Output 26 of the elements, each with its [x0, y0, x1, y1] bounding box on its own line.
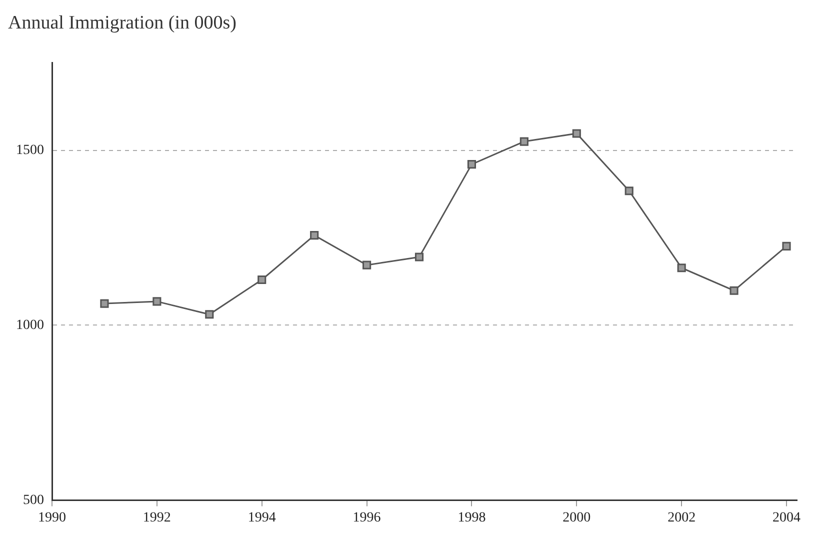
x-tick-label: 1992	[142, 510, 171, 526]
x-tick-label: 2004	[772, 510, 801, 526]
point	[414, 252, 424, 262]
point	[782, 242, 791, 250]
y-tick-label: 1500	[16, 142, 44, 158]
x-tick-label: 1994	[248, 510, 276, 526]
x-tick-label: 1998	[458, 510, 486, 526]
point	[520, 137, 528, 146]
point	[572, 129, 581, 138]
y-tick-label: 1000	[16, 318, 44, 333]
y-tick-label: 500	[23, 492, 44, 508]
point	[310, 231, 319, 240]
point	[258, 275, 266, 284]
x-tick-label: 2000	[562, 510, 591, 526]
chart-title: Annual Immigration (in 000s)	[8, 12, 236, 34]
x-tick-label: 1990	[38, 510, 66, 526]
point	[205, 310, 214, 319]
point	[100, 299, 109, 308]
point	[624, 186, 634, 196]
point	[730, 286, 738, 295]
x-tick-label: 1996	[352, 510, 381, 526]
point	[677, 264, 686, 272]
point	[362, 260, 372, 270]
x-tick-label: 2002	[668, 510, 696, 526]
point	[152, 297, 162, 306]
point	[467, 160, 476, 169]
